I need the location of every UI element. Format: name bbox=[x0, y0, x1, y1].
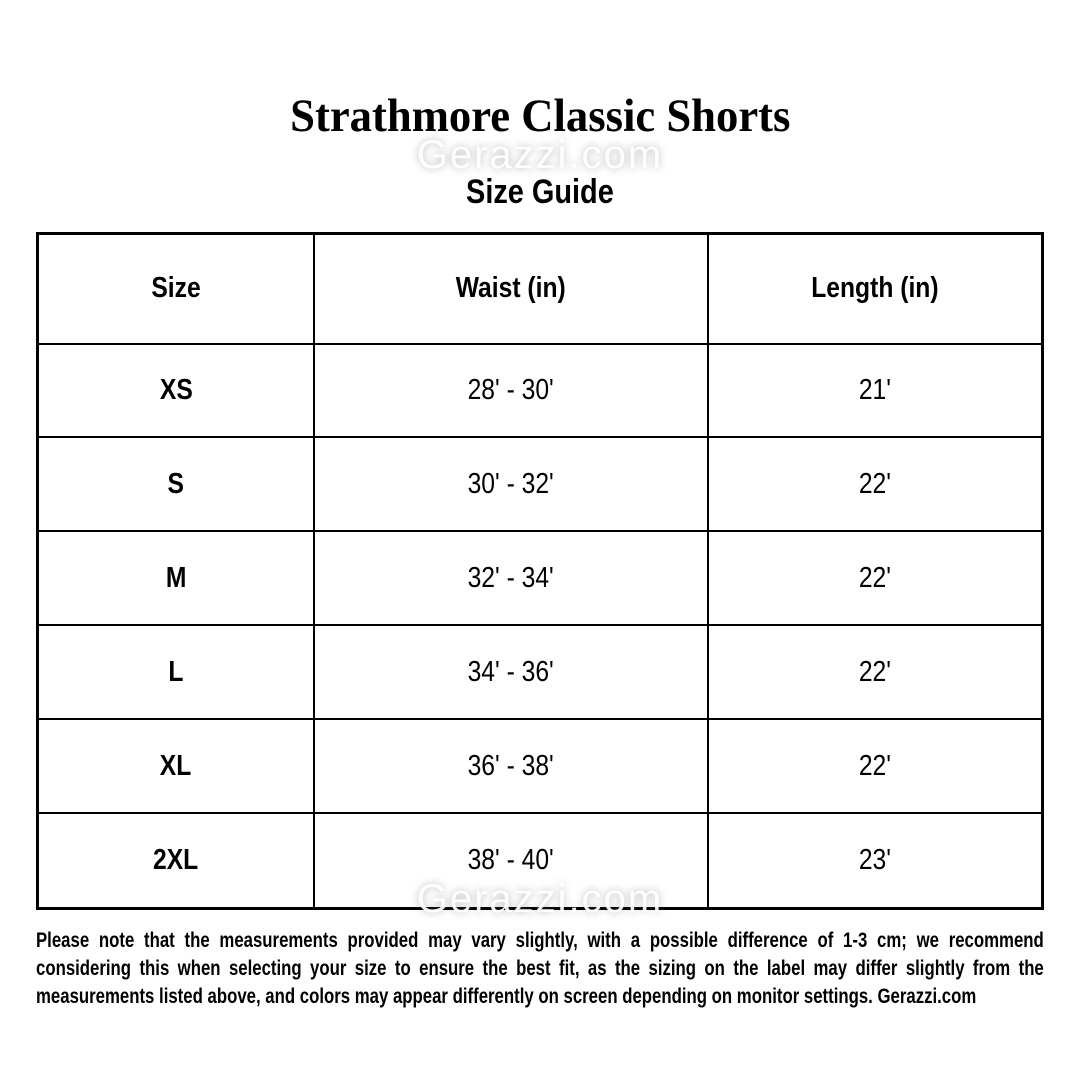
length-value: 22' bbox=[858, 561, 891, 594]
size-value: 2XL bbox=[153, 844, 199, 877]
length-value: 22' bbox=[858, 749, 891, 782]
footer-disclaimer: Please note that the measurements provid… bbox=[36, 926, 1044, 1010]
waist-value: 28' - 30' bbox=[467, 373, 554, 406]
table-body: XS 28' - 30' 21' S 30' - 32' 22' M 32' -… bbox=[36, 342, 1044, 910]
table-row-2xl: 2XL 38' - 40' 23' bbox=[36, 812, 1044, 910]
cell-length: 23' bbox=[706, 812, 1044, 910]
cell-length: 22' bbox=[706, 436, 1044, 533]
size-guide-table: Size Waist (in) Length (in) XS 28' - 30'… bbox=[36, 232, 1044, 910]
cell-waist: 32' - 34' bbox=[312, 530, 709, 627]
table-row-xl: XL 36' - 38' 22' bbox=[36, 718, 1044, 815]
cell-waist: 30' - 32' bbox=[312, 436, 709, 533]
length-value: 23' bbox=[858, 844, 891, 877]
waist-value: 30' - 32' bbox=[467, 467, 554, 500]
header-waist-label: Waist (in) bbox=[455, 272, 566, 305]
table-header: Size Waist (in) Length (in) bbox=[36, 232, 1044, 345]
waist-value: 34' - 36' bbox=[467, 655, 554, 688]
cell-waist: 28' - 30' bbox=[312, 342, 709, 439]
size-value: L bbox=[168, 655, 184, 688]
waist-value: 38' - 40' bbox=[467, 844, 554, 877]
size-value: XL bbox=[160, 749, 192, 782]
waist-value: 36' - 38' bbox=[467, 749, 554, 782]
cell-size: S bbox=[36, 436, 315, 533]
table-row-s: S 30' - 32' 22' bbox=[36, 436, 1044, 533]
cell-size: L bbox=[36, 624, 315, 721]
page-title: Strathmore Classic Shorts bbox=[0, 90, 1080, 142]
cell-size: XS bbox=[36, 342, 315, 439]
size-value: XS bbox=[159, 373, 193, 406]
header-cell-size: Size bbox=[36, 232, 315, 345]
page-subtitle: Size Guide bbox=[0, 173, 1080, 212]
cell-length: 22' bbox=[706, 718, 1044, 815]
header-length-label: Length (in) bbox=[811, 272, 939, 305]
cell-length: 22' bbox=[706, 624, 1044, 721]
size-value: S bbox=[167, 467, 185, 500]
header-size-label: Size bbox=[151, 272, 201, 305]
length-value: 21' bbox=[858, 373, 891, 406]
cell-length: 22' bbox=[706, 530, 1044, 627]
cell-size: XL bbox=[36, 718, 315, 815]
waist-value: 32' - 34' bbox=[467, 561, 554, 594]
length-value: 22' bbox=[858, 655, 891, 688]
footer-disclaimer-text: Please note that the measurements provid… bbox=[36, 928, 1044, 1008]
cell-size: M bbox=[36, 530, 315, 627]
length-value: 22' bbox=[858, 467, 891, 500]
cell-waist: 36' - 38' bbox=[312, 718, 709, 815]
page-title-text: Strathmore Classic Shorts bbox=[289, 90, 791, 142]
cell-waist: 38' - 40' bbox=[312, 812, 709, 910]
table-row-m: M 32' - 34' 22' bbox=[36, 530, 1044, 627]
page-subtitle-text: Size Guide bbox=[466, 173, 614, 211]
table-header-row: Size Waist (in) Length (in) bbox=[36, 232, 1044, 345]
table-row-l: L 34' - 36' 22' bbox=[36, 624, 1044, 721]
cell-length: 21' bbox=[706, 342, 1044, 439]
table-row-xs: XS 28' - 30' 21' bbox=[36, 342, 1044, 439]
cell-size: 2XL bbox=[36, 812, 315, 910]
header-cell-waist: Waist (in) bbox=[312, 232, 709, 345]
size-value: M bbox=[165, 561, 187, 594]
header-cell-length: Length (in) bbox=[706, 232, 1044, 345]
cell-waist: 34' - 36' bbox=[312, 624, 709, 721]
